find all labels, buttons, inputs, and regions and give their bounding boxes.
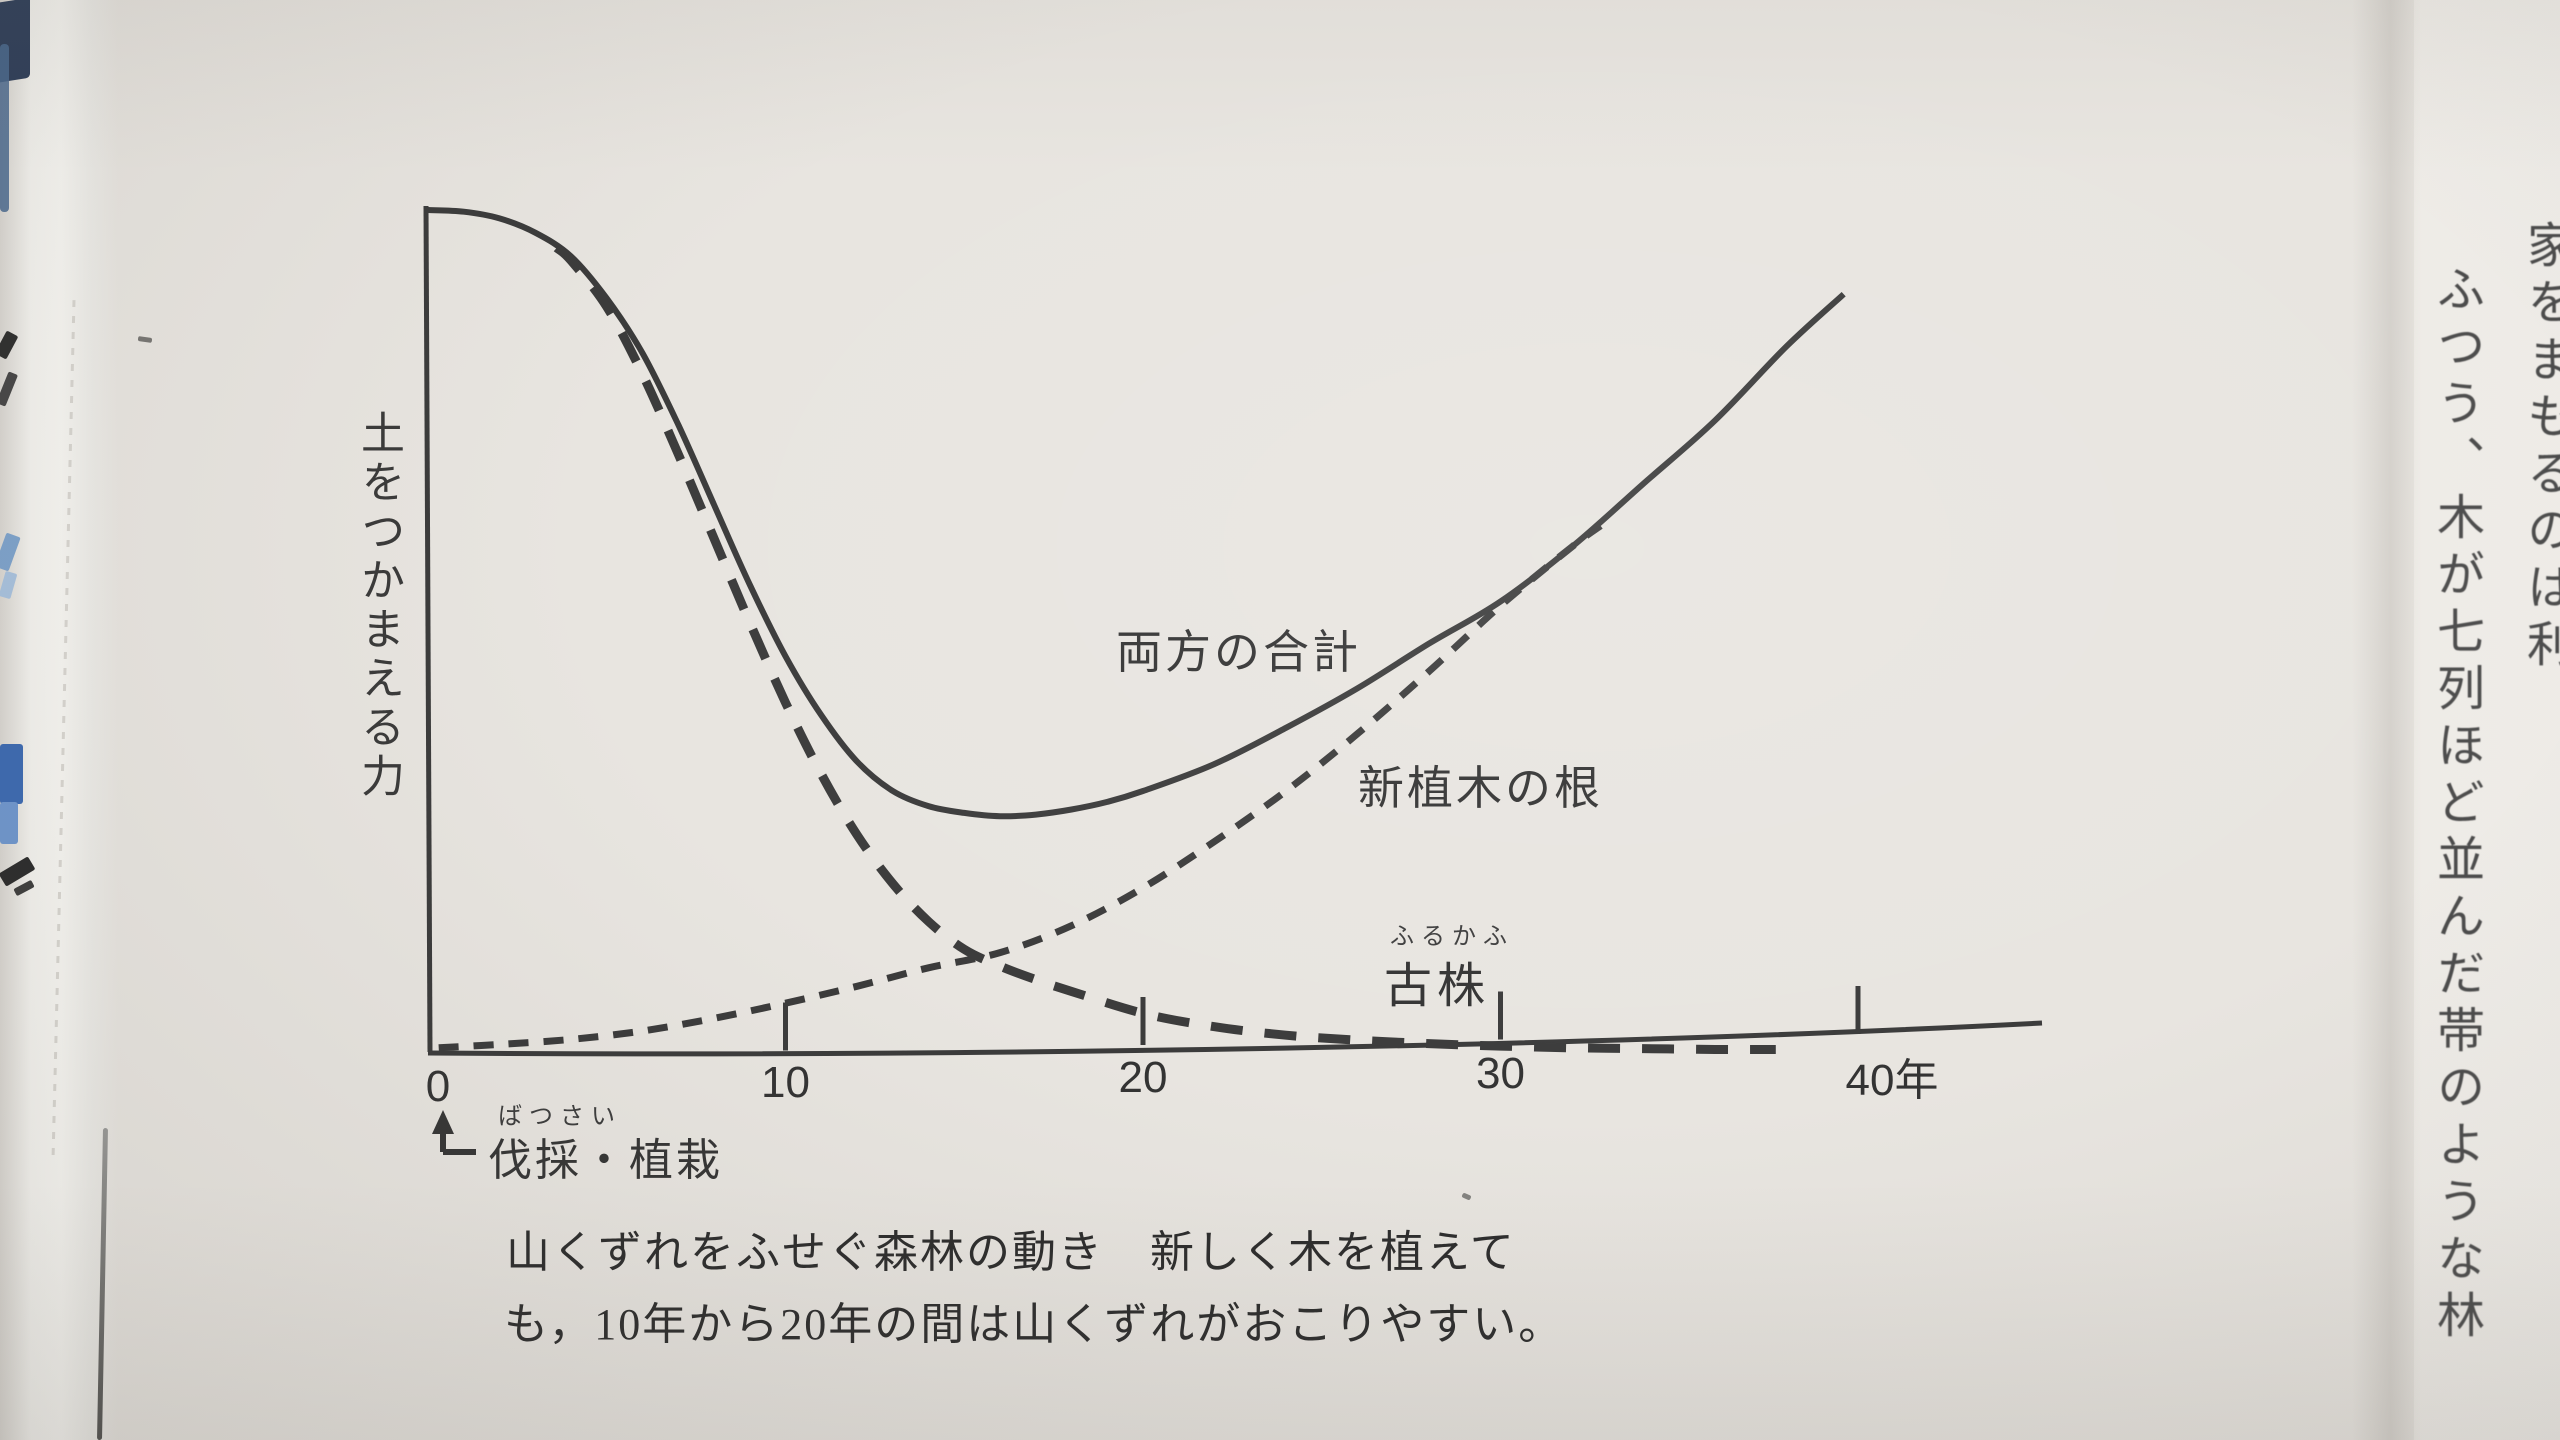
x-tick-label: 30 [1476,1048,1525,1098]
chart-caption-line1: 山くずれをふせぐ森林の動き 新しく木を植えて [506,1228,1516,1277]
x-tick-label: 40年 [1845,1056,1939,1105]
curve-2-long-dash [553,244,1776,1055]
page-edge-mark-blue [0,744,23,804]
origin-arrow-icon [432,1110,476,1155]
annotation-furigana: ばつさい [498,1103,622,1130]
adjacent-page-text-column-2: ふつう、木が七列ほど並んだ帯のような林 [2429,264,2482,1347]
chart-caption-line2: も，10年から20年の間は山くずれがおこりやすい。 [504,1300,1565,1349]
annotation-label: 伐採・植栽 [488,1136,723,1185]
page-edge-mark-blue [0,802,18,844]
series-label-old-stump: 古株 [1384,960,1491,1013]
x-tick-label: 10 [761,1057,810,1107]
series-label-total: 両方の合計 [1116,626,1361,678]
series-furigana-old-stump: ふるかふ [1390,923,1514,950]
book-left-page-edges [0,0,118,1440]
page-edge-mark-blue-sliver [0,44,9,212]
x-axis [427,1020,2043,1057]
x-tick-label: 20 [1118,1053,1168,1102]
page-gutter-shadow [2352,0,2422,1440]
adjacent-page-text-column-1: 家をまもるのは利 [2519,220,2560,676]
y-axis-label: 土をつかまえる力 [354,410,403,802]
series-label-new-roots: 新植木の根 [1358,762,1603,814]
x-tick-label: 0 [425,1062,451,1111]
curve-0-solid [427,207,1846,820]
y-axis [423,205,433,1053]
curve-1-short-dash [438,522,1603,1052]
adjacent-page-edge [2414,0,2560,1440]
